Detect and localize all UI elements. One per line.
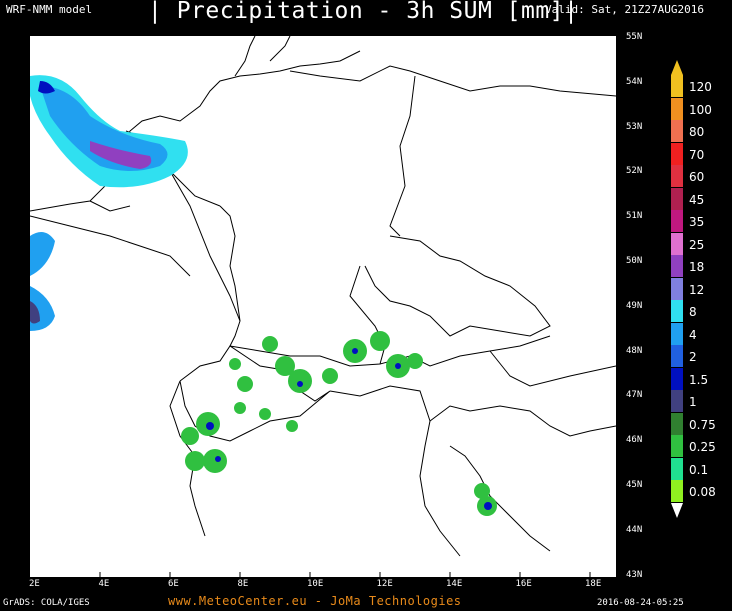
- legend-label: 35: [689, 215, 705, 229]
- legend-swatch: [671, 210, 683, 232]
- legend-swatch: [671, 277, 683, 300]
- legend-label: 1: [689, 395, 697, 409]
- precip-cores: [206, 348, 492, 510]
- legend-swatch: [671, 322, 683, 345]
- lat-label: 51N: [626, 211, 643, 222]
- legend-swatch: [671, 367, 683, 390]
- legend-swatch: [671, 187, 683, 210]
- legend-level: 100: [666, 97, 732, 120]
- model-label: WRF-NMM model: [6, 3, 93, 16]
- legend-label: 1.5: [689, 372, 709, 387]
- valid-time: Valid: Sat, 21Z27AUG2016: [545, 3, 704, 16]
- precip-west: [30, 232, 55, 331]
- legend-label: 12: [689, 282, 705, 297]
- lon-label: 4E: [98, 579, 110, 589]
- legend-swatch: [671, 435, 683, 457]
- legend-swatch: [671, 232, 683, 255]
- site-credit: www.MeteoCenter.eu - JoMa Technologies: [168, 594, 462, 608]
- legend-swatch: [671, 120, 683, 142]
- lon-label: 8E: [237, 579, 249, 589]
- lat-label: 53N: [626, 121, 643, 132]
- legend-swatch: [671, 97, 683, 120]
- country-borders: [30, 36, 616, 557]
- legend-level: 120: [666, 75, 732, 97]
- legend-level: 1: [666, 390, 732, 412]
- legend-swatch: [671, 75, 683, 97]
- legend-label: 25: [689, 237, 705, 252]
- chart-title: | Precipitation - 3h SUM [mm]|: [148, 0, 579, 24]
- lon-label: 14E: [446, 579, 463, 589]
- legend-swatch: [671, 255, 683, 277]
- legend-label: 70: [689, 147, 705, 162]
- legend-label: 45: [689, 192, 705, 207]
- legend-label: 100: [689, 102, 712, 117]
- legend-label: 18: [689, 260, 705, 274]
- legend-label: 2: [689, 350, 697, 364]
- legend-top-arrow: [671, 60, 683, 75]
- lon-label: 2E: [29, 579, 40, 589]
- legend-level: 25: [666, 232, 732, 255]
- lat-label: 48N: [626, 345, 643, 356]
- legend-label: 4: [689, 327, 697, 342]
- legend-swatch: [671, 457, 683, 480]
- legend-level: 0.08: [666, 480, 732, 502]
- lon-ticks: [99, 572, 591, 577]
- lat-label: 50N: [626, 256, 643, 266]
- legend-level: 60: [666, 165, 732, 187]
- lat-label: 47N: [626, 390, 643, 401]
- legend-level: 45: [666, 187, 732, 210]
- color-legend: 120 100 80 70 60 45 35 25 18 12 8 4 2 1.5 1 0.75 0.25 0.1…: [666, 60, 732, 560]
- legend-label: 0.1: [689, 462, 709, 477]
- legend-level: 12: [666, 277, 732, 300]
- lat-label: 55N: [626, 32, 643, 42]
- legend-label: 8: [689, 305, 697, 319]
- precipitation-map: [30, 36, 616, 577]
- precip-alps: [181, 331, 497, 516]
- legend-swatch: [671, 345, 683, 367]
- legend-level: 4: [666, 322, 732, 345]
- legend-swatch: [671, 480, 683, 502]
- legend-label: 120: [689, 80, 712, 94]
- lat-label: 54N: [626, 76, 643, 87]
- legend-bottom-arrow: [671, 502, 683, 518]
- legend-level: 80: [666, 120, 732, 142]
- lon-label: 12E: [376, 579, 393, 589]
- lat-label: 49N: [626, 300, 643, 311]
- legend-level: 1.5: [666, 367, 732, 390]
- lat-label: 44N: [626, 524, 643, 535]
- lon-label: 10E: [307, 579, 324, 589]
- legend-label: 0.25: [689, 440, 716, 454]
- legend-level: 0.75: [666, 412, 732, 435]
- legend-label: 0.08: [689, 485, 716, 499]
- legend-level: 2: [666, 345, 732, 367]
- lat-label: 46N: [626, 435, 643, 446]
- legend-label: 60: [689, 170, 705, 184]
- timestamp: 2016-08-24-05:25: [597, 598, 684, 608]
- legend-swatch: [671, 390, 683, 412]
- lat-label: 52N: [626, 166, 643, 177]
- legend-swatch: [671, 300, 683, 322]
- lon-label: 18E: [585, 579, 602, 589]
- lon-label: 6E: [168, 579, 179, 589]
- legend-swatch: [671, 165, 683, 187]
- lat-label: 45N: [626, 480, 643, 490]
- legend-level: 35: [666, 210, 732, 232]
- legend-swatch: [671, 142, 683, 165]
- legend-swatch: [671, 412, 683, 435]
- legend-label: 0.75: [689, 417, 716, 432]
- legend-level: 70: [666, 142, 732, 165]
- lon-label: 16E: [515, 579, 532, 589]
- legend-level: 0.25: [666, 435, 732, 457]
- lat-label: 43N: [626, 569, 643, 580]
- legend-level: 0.1: [666, 457, 732, 480]
- legend-level: 18: [666, 255, 732, 277]
- precip-northsea: [30, 75, 188, 188]
- legend-level: 8: [666, 300, 732, 322]
- grads-credit: GrADS: COLA/IGES: [3, 598, 90, 608]
- legend-label: 80: [689, 125, 705, 139]
